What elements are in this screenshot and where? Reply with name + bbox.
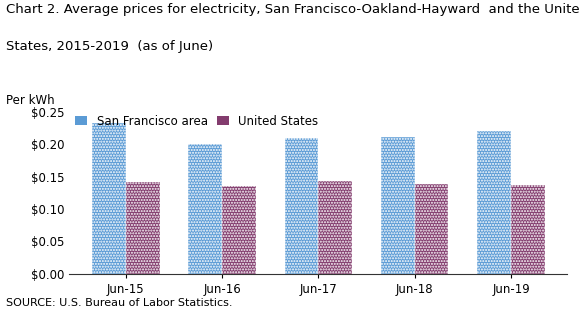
Bar <box>318 181 352 274</box>
Bar <box>222 186 256 274</box>
Bar <box>285 138 318 274</box>
Text: Chart 2. Average prices for electricity, San Francisco-Oakland-Hayward  and the : Chart 2. Average prices for electricity,… <box>6 3 579 16</box>
Bar <box>92 123 126 274</box>
Text: Per kWh: Per kWh <box>6 94 54 107</box>
Bar <box>415 184 449 274</box>
Text: States, 2015-2019  (as of June): States, 2015-2019 (as of June) <box>6 40 213 53</box>
Bar <box>477 131 511 274</box>
Bar <box>511 185 545 274</box>
Bar <box>126 182 160 274</box>
Text: SOURCE: U.S. Bureau of Labor Statistics.: SOURCE: U.S. Bureau of Labor Statistics. <box>6 298 232 308</box>
Legend: San Francisco area, United States: San Francisco area, United States <box>75 115 318 128</box>
Bar <box>188 144 222 274</box>
Bar <box>381 137 415 274</box>
